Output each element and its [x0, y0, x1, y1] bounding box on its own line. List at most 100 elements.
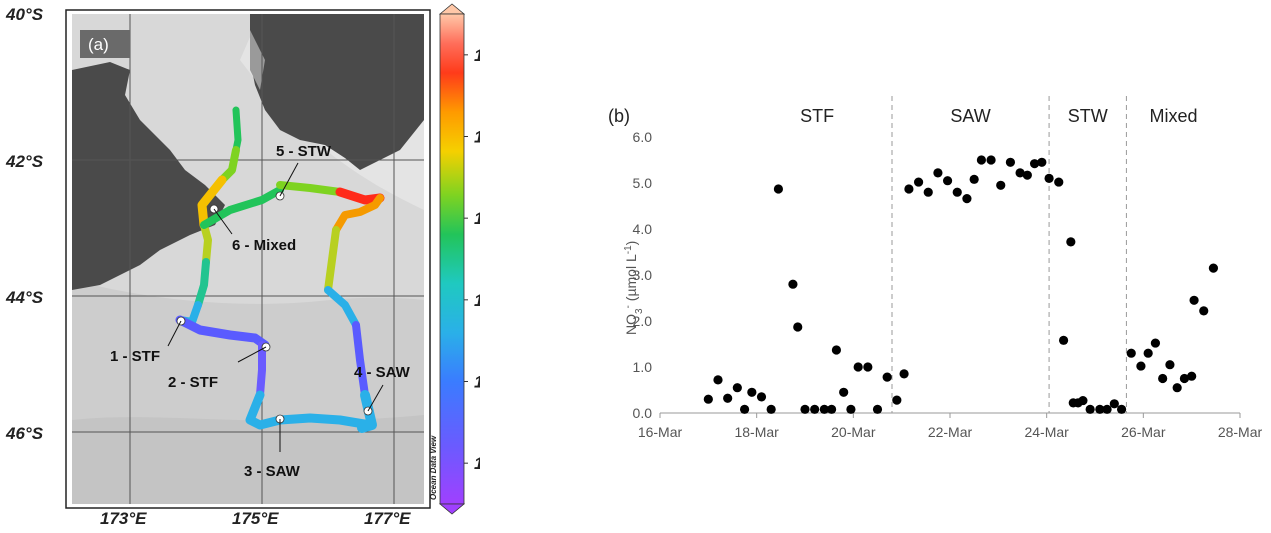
x-tick-label: 28-Mar	[1218, 424, 1263, 440]
region-label-stf: STF	[800, 106, 834, 126]
y-tick-label: 5.0	[633, 175, 653, 191]
station-leaders	[167, 162, 384, 452]
data-point	[952, 187, 962, 197]
data-point	[793, 322, 803, 332]
x-tick-label: 22-Mar	[928, 424, 973, 440]
cruise-track	[175, 106, 385, 433]
data-point	[1187, 371, 1197, 381]
colorbar-ticks: 18 17 16 15 14 13	[464, 46, 494, 473]
data-point	[942, 176, 953, 186]
data-point	[819, 404, 829, 414]
data-point	[1116, 404, 1127, 414]
station-label-5: 5 - STW	[276, 143, 332, 160]
south-island-land	[72, 62, 225, 290]
colorbar-tick-label: 17	[474, 128, 480, 147]
scatter-panel: (b) STF SAW STW Mixed 0.0 1.0 2.0 3.0 4.0 5.0 6.0…	[590, 90, 1271, 470]
lon-label-177: 177°E	[364, 509, 411, 528]
data-point	[986, 155, 996, 165]
data-point	[923, 187, 933, 197]
y-tick-label: 2.0	[633, 313, 653, 329]
region-label-stw: STW	[1068, 106, 1108, 126]
data-point	[1005, 157, 1016, 167]
data-point	[1143, 348, 1153, 358]
station-label-3: 3 - SAW	[244, 463, 301, 480]
data-point	[831, 345, 842, 355]
data-point	[899, 369, 909, 379]
colorbar-tick-label: 15	[474, 291, 480, 310]
station-markers	[176, 191, 373, 424]
data-point	[1136, 361, 1146, 371]
data-point	[1078, 395, 1088, 406]
lon-label-173: 173°E	[100, 509, 147, 528]
station-label-6: 6 - Mixed	[232, 237, 296, 254]
colorbar-tick-label: 13	[474, 454, 480, 473]
y-tick-label: 6.0	[633, 129, 653, 145]
cape-land	[250, 30, 265, 90]
data-point	[904, 184, 914, 194]
data-point	[1102, 404, 1112, 414]
y-tick-label: 0.0	[633, 405, 653, 421]
data-point	[933, 168, 943, 178]
colorbar-top-cap	[438, 3, 466, 15]
data-point	[810, 404, 820, 414]
data-point	[788, 279, 798, 289]
data-point	[1165, 360, 1175, 370]
data-point	[872, 404, 883, 414]
panel-a-label: (a)	[88, 35, 109, 54]
colorbar-tick-label: 18	[474, 46, 480, 65]
region-label-mixed: Mixed	[1150, 106, 1198, 126]
data-point	[826, 404, 837, 414]
data-point	[913, 177, 924, 187]
x-tick-label: 20-Mar	[831, 424, 876, 440]
panel-b-label: (b)	[608, 106, 630, 126]
data-point	[1054, 177, 1064, 187]
station-label-2: 2 - STF	[168, 374, 218, 391]
colorbar-bottom-cap	[438, 503, 466, 515]
x-tick-label: 24-Mar	[1024, 424, 1069, 440]
data-point	[747, 387, 757, 397]
nitrate-scatter-chart: (b) STF SAW STW Mixed 0.0 1.0 2.0 3.0 4.0 5.0 6.0…	[608, 96, 1263, 440]
data-point	[713, 375, 723, 385]
north-island-land	[250, 14, 424, 170]
panel-a-label-bg	[80, 30, 130, 58]
data-point	[839, 387, 849, 397]
x-tick-label: 18-Mar	[734, 424, 779, 440]
y-tick-labels: 0.0 1.0 2.0 3.0 4.0 5.0 6.0	[633, 129, 653, 421]
data-point	[1150, 338, 1161, 348]
data-point	[703, 394, 713, 404]
data-point	[800, 404, 810, 414]
region-labels: STF SAW STW Mixed	[800, 106, 1197, 126]
data-point	[962, 194, 972, 204]
data-point	[1029, 159, 1040, 169]
data-point	[1109, 399, 1119, 409]
data-point	[1058, 335, 1069, 345]
y-tick-label: 4.0	[633, 221, 653, 237]
data-point	[773, 184, 784, 194]
data-point	[969, 174, 979, 184]
lon-label-175: 175°E	[232, 509, 279, 528]
data-point	[846, 404, 856, 414]
y-axis-label: NO3- (µmol L-1)	[623, 241, 645, 335]
data-point	[863, 362, 873, 372]
lat-label-44: 44°S	[5, 288, 44, 307]
data-point	[1022, 170, 1032, 180]
data-point	[1208, 263, 1219, 273]
lat-label-42: 42°S	[5, 152, 44, 171]
ocean-data-view-credit: Ocean Data View	[429, 435, 438, 500]
colorbar	[439, 13, 465, 505]
region-label-saw: SAW	[950, 106, 990, 126]
data-point	[996, 180, 1006, 190]
data-point	[766, 404, 776, 414]
station-label-1: 1 - STF	[110, 348, 160, 365]
data-point	[1037, 157, 1047, 167]
x-tick-labels: 16-Mar 18-Mar 20-Mar 22-Mar 24-Mar 26-Mar 28-M…	[638, 413, 1263, 440]
data-point	[1095, 404, 1105, 414]
data-point	[1015, 168, 1025, 178]
data-point	[732, 383, 742, 393]
station-label-4: 4 - SAW	[354, 364, 411, 381]
data-point	[756, 392, 767, 402]
map-figure: (a) 1 - STF 2 - STF 3 - SAW 4 - SAW 5 - …	[5, 3, 494, 528]
map-panel: (a) 1 - STF 2 - STF 3 - SAW 4 - SAW 5 - …	[0, 0, 494, 528]
data-point	[882, 372, 892, 382]
y-tick-label: 3.0	[633, 267, 653, 283]
